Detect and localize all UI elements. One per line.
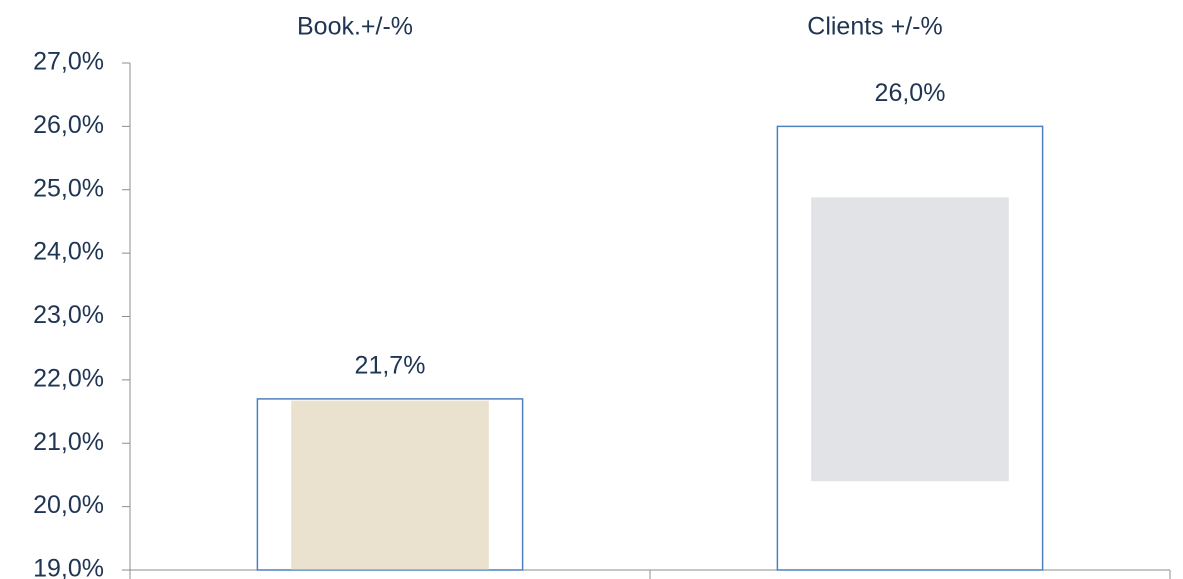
y-tick-label: 22,0% <box>33 364 104 392</box>
bar-image <box>291 400 489 570</box>
category-label: Clients +/-% <box>807 13 942 41</box>
data-label: 26,0% <box>875 79 946 107</box>
y-tick-label: 21,0% <box>33 428 104 456</box>
y-tick-label: 27,0% <box>33 48 104 76</box>
y-tick-label: 26,0% <box>33 111 104 139</box>
y-tick-label: 24,0% <box>33 238 104 266</box>
y-tick-label: 20,0% <box>33 491 104 519</box>
bar-image <box>811 197 1009 482</box>
category-label: Book.+/-% <box>297 13 413 41</box>
y-tick-label: 19,0% <box>33 555 104 579</box>
y-tick-label: 25,0% <box>33 174 104 202</box>
data-label: 21,7% <box>355 351 426 379</box>
y-tick-label: 23,0% <box>33 301 104 329</box>
